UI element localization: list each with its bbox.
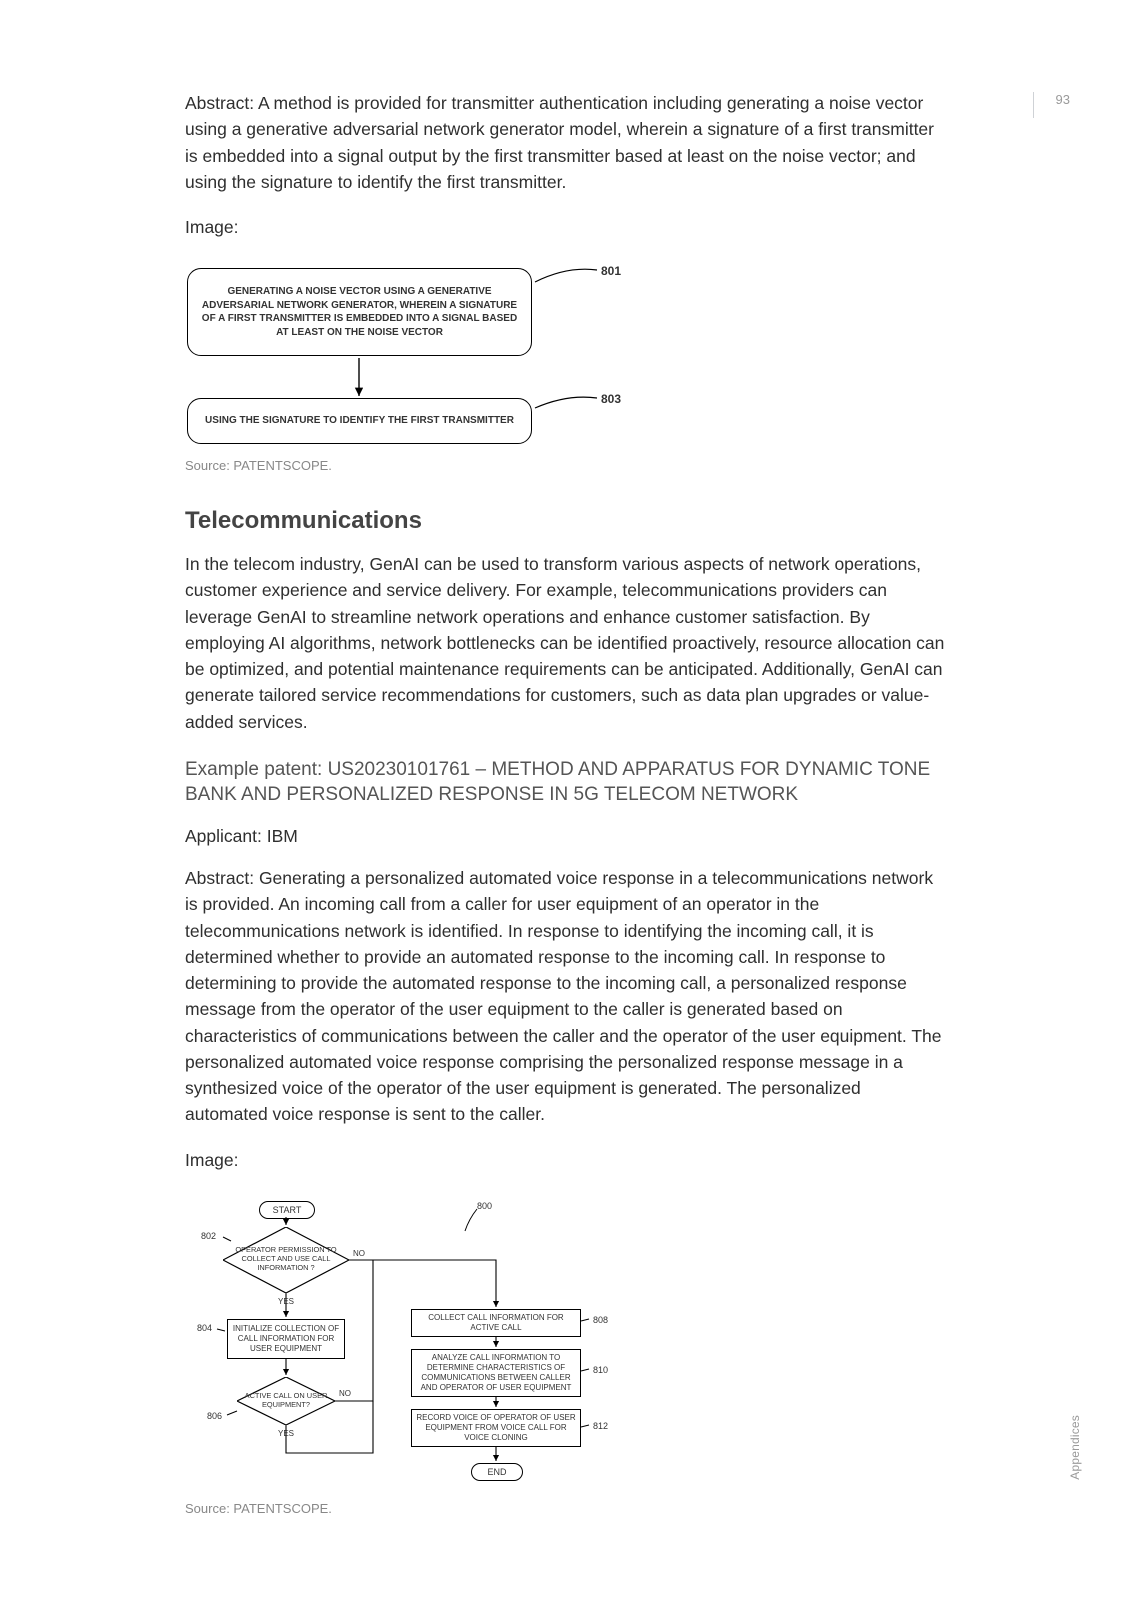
fc2-connectors [187, 1201, 667, 1491]
abstract-1-label: Abstract: [185, 93, 254, 113]
patent-abstract: Abstract: Generating a personalized auto… [185, 865, 945, 1128]
patent-applicant: Applicant: IBM [185, 826, 1030, 847]
fc2-source: Source: PATENTSCOPE. [185, 1501, 1030, 1516]
flowchart-2: START OPERATOR PERMISSION TO COLLECT AND… [187, 1201, 667, 1491]
fc1-source: Source: PATENTSCOPE. [185, 458, 1030, 473]
flowchart-1: GENERATING A NOISE VECTOR USING A GENERA… [187, 268, 727, 448]
section-paragraph: In the telecom industry, GenAI can be us… [185, 551, 945, 735]
patent-applicant-value: IBM [267, 826, 298, 846]
page-number: 93 [1033, 92, 1070, 118]
patent-heading: Example patent: US20230101761 – METHOD A… [185, 757, 945, 808]
fc2-diamond-2-text: ACTIVE CALL ON USER EQUIPMENT? [237, 1392, 335, 1410]
side-label: Appendices [1068, 1415, 1082, 1480]
abstract-1: Abstract: A method is provided for trans… [185, 90, 945, 195]
image-label-2: Image: [185, 1150, 1030, 1171]
page: 93 Appendices Abstract: A method is prov… [0, 0, 1130, 1600]
fc1-connectors [187, 268, 727, 448]
page-number-value: 93 [1056, 92, 1070, 107]
section-heading: Telecommunications [185, 507, 1030, 535]
patent-applicant-label: Applicant: [185, 826, 262, 846]
fc1-ref-801: 801 [601, 264, 621, 278]
fc1-ref-803: 803 [601, 392, 621, 406]
patent-abstract-text: Generating a personalized automated voic… [185, 868, 941, 1124]
fc2-diamond-1-text: OPERATOR PERMISSION TO COLLECT AND USE C… [223, 1246, 349, 1273]
image-label-1: Image: [185, 217, 1030, 238]
abstract-1-text: A method is provided for transmitter aut… [185, 93, 934, 192]
patent-abstract-label: Abstract: [185, 868, 254, 888]
